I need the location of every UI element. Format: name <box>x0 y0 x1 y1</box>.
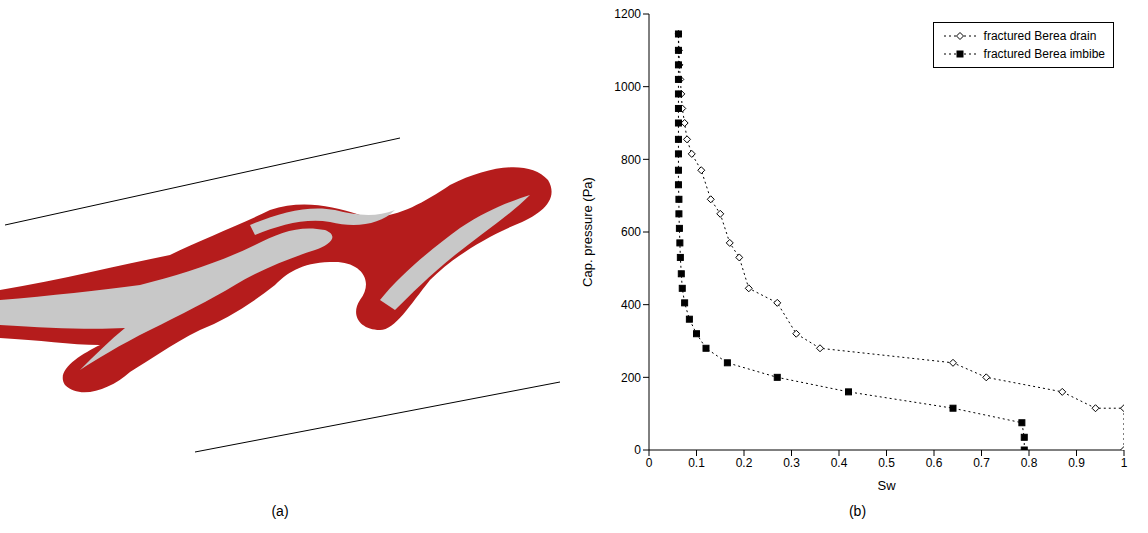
svg-text:600: 600 <box>621 225 641 239</box>
svg-text:0.1: 0.1 <box>688 456 705 470</box>
html-text:fractured Berea imbibe: fractured Berea imbibe <box>983 47 1105 61</box>
svg-text:0.8: 0.8 <box>1021 456 1038 470</box>
svg-text:0: 0 <box>634 443 641 457</box>
svg-text:1: 1 <box>1121 456 1128 470</box>
svg-text:Cap. pressure (Pa): Cap. pressure (Pa) <box>580 177 595 287</box>
svg-text:0: 0 <box>646 456 653 470</box>
html-text:(b): (b) <box>848 503 867 519</box>
svg-text:800: 800 <box>621 153 641 167</box>
html-text:fractured Berea drain: fractured Berea drain <box>983 29 1097 43</box>
svg-text:1000: 1000 <box>614 80 641 94</box>
svg-text:Sw: Sw <box>877 478 896 493</box>
svg-text:0.4: 0.4 <box>831 456 848 470</box>
svg-text:1200: 1200 <box>614 7 641 21</box>
svg-text:0.5: 0.5 <box>878 456 895 470</box>
svg-text:0.2: 0.2 <box>736 456 753 470</box>
svg-text:0.7: 0.7 <box>973 456 990 470</box>
svg-text:0.6: 0.6 <box>926 456 943 470</box>
svg-text:200: 200 <box>621 371 641 385</box>
html-text:(a): (a) <box>271 503 289 519</box>
svg-text:0.9: 0.9 <box>1068 456 1085 470</box>
svg-text:400: 400 <box>621 298 641 312</box>
svg-text:0.3: 0.3 <box>783 456 800 470</box>
